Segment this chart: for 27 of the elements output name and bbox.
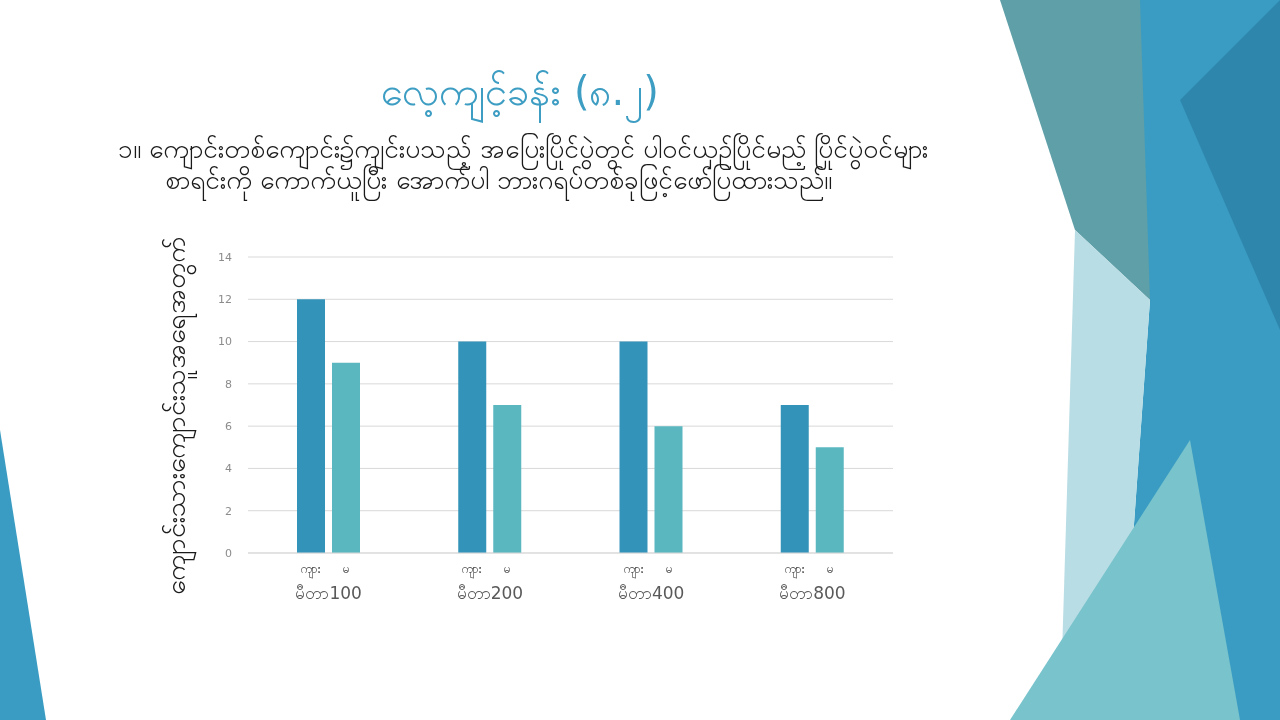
- text: မ: [665, 562, 672, 576]
- bar: [458, 341, 487, 553]
- bar: [493, 405, 522, 553]
- x-tick-label: မီတာ100: [295, 583, 362, 603]
- series-label: မ: [343, 562, 350, 576]
- x-tick-label: မီတာ400: [617, 583, 685, 603]
- bar: [780, 405, 809, 553]
- x-tick-label: မီတာ200: [456, 583, 524, 603]
- y-tick-label: 10: [218, 335, 232, 349]
- y-axis-title: ကျောင်းသားကျောင်းသူအရေအတွက်: [159, 237, 198, 595]
- y-tick-label: 2: [225, 504, 232, 518]
- y-tick-label: 12: [218, 293, 232, 307]
- bar: [654, 426, 683, 553]
- bar: [619, 341, 648, 553]
- text: မ: [504, 562, 511, 576]
- chart-title: လေ့ကျင့်ခန်း (၈.၂): [380, 67, 660, 125]
- series-label: ကျား: [301, 562, 322, 579]
- bar: [297, 299, 325, 553]
- y-tick-label: 0: [225, 546, 232, 560]
- bar: [815, 447, 844, 553]
- x-tick-label: မီတာ800: [779, 583, 846, 603]
- bar: [332, 362, 360, 553]
- y-tick-label: 8: [225, 377, 232, 391]
- y-tick-label: 14: [218, 250, 232, 264]
- y-tick-label: 4: [225, 462, 232, 476]
- y-tick-label: 6: [225, 420, 232, 434]
- text: မ: [826, 562, 833, 576]
